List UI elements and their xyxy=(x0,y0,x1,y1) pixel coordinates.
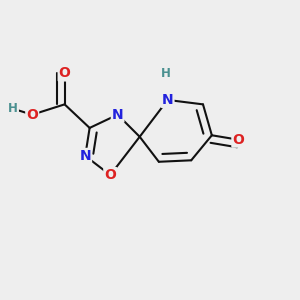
Text: N: N xyxy=(80,149,91,163)
Text: O: O xyxy=(59,66,70,80)
Text: O: O xyxy=(104,168,116,182)
Text: O: O xyxy=(232,133,244,147)
Text: N: N xyxy=(162,93,173,107)
Text: O: O xyxy=(26,108,38,122)
Text: H: H xyxy=(161,67,171,80)
Text: H: H xyxy=(8,102,18,115)
Text: N: N xyxy=(112,108,123,122)
